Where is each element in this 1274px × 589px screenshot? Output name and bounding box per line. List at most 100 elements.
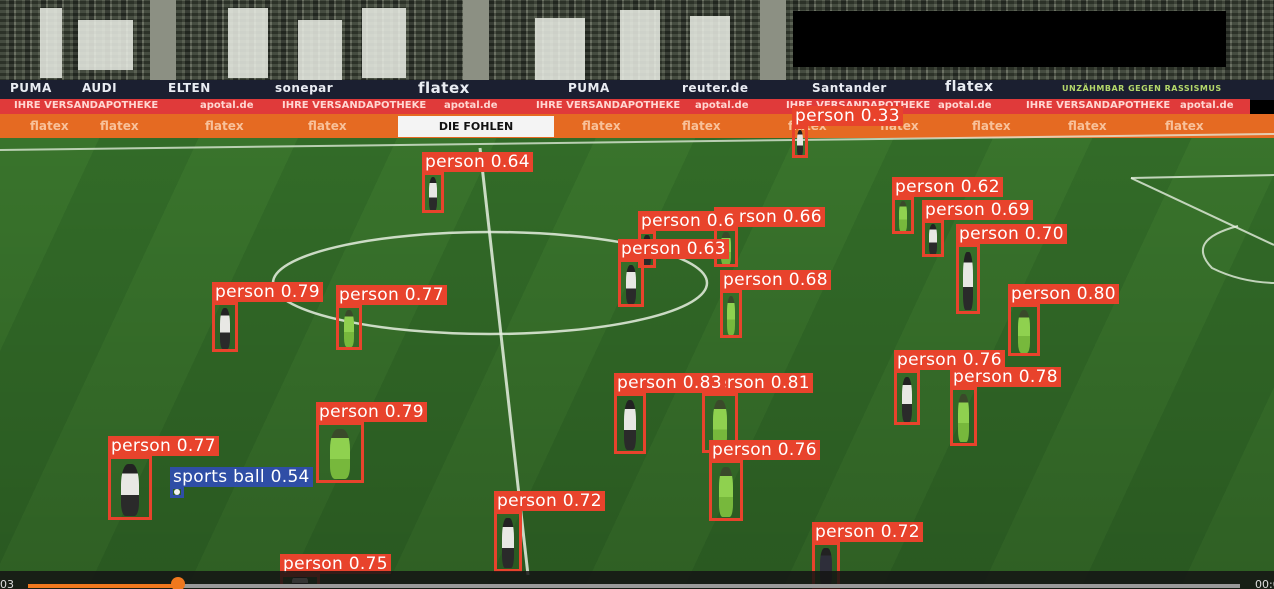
person-detection-label: person 0.72 bbox=[494, 491, 605, 511]
player-figure bbox=[796, 129, 804, 157]
player-figure bbox=[712, 400, 728, 450]
seat-lettering bbox=[78, 20, 133, 70]
pitch-shading bbox=[0, 138, 1274, 589]
ad-board-orange bbox=[0, 114, 1274, 138]
ad-text: flatex bbox=[1068, 119, 1107, 133]
ad-text: apotal.de bbox=[938, 100, 992, 111]
person-bounding-box bbox=[316, 422, 364, 483]
seat-lettering bbox=[228, 8, 268, 78]
touchline bbox=[0, 133, 1274, 151]
ad-text: flatex bbox=[418, 79, 470, 97]
person-detection-label: person 0.72 bbox=[812, 522, 923, 542]
person-detection-label: person 0.81 bbox=[702, 373, 813, 393]
player-figure bbox=[219, 308, 231, 349]
person-detection-label: person 0.77 bbox=[336, 285, 447, 305]
player-figure bbox=[958, 394, 969, 443]
ad-text: PUMA bbox=[568, 81, 610, 95]
ad-text: apotal.de bbox=[1180, 100, 1234, 111]
player-figure bbox=[963, 252, 973, 310]
stand-aisle bbox=[150, 0, 176, 82]
ad-board-upper bbox=[0, 80, 1274, 100]
person-bounding-box bbox=[614, 393, 646, 454]
person-detection-label: person 0.63 bbox=[618, 239, 729, 259]
ad-text: flatex bbox=[30, 119, 69, 133]
pitch bbox=[0, 138, 1274, 589]
ad-text: flatex bbox=[100, 119, 139, 133]
ad-text: flatex bbox=[945, 79, 994, 95]
progress-bar[interactable] bbox=[28, 584, 1240, 588]
penalty-arc bbox=[1201, 225, 1274, 284]
ad-text: sonepar bbox=[275, 81, 334, 95]
person-bounding-box bbox=[894, 370, 920, 425]
person-bounding-box bbox=[922, 220, 944, 257]
person-detection-label: person 0.79 bbox=[316, 402, 427, 422]
person-bounding-box bbox=[720, 290, 742, 338]
person-detection-label: person 0.76 bbox=[709, 440, 820, 460]
player-figure bbox=[623, 400, 637, 451]
ad-text: UNZÄHMBAR GEGEN RASSISMUS bbox=[1062, 84, 1222, 93]
ad-text: Santander bbox=[812, 81, 887, 95]
player-figure bbox=[928, 224, 938, 255]
player-figure bbox=[428, 176, 438, 211]
person-bounding-box bbox=[892, 197, 914, 234]
player-figure bbox=[1017, 310, 1031, 353]
ad-text: apotal.de bbox=[200, 100, 254, 111]
progress-scrubber[interactable] bbox=[171, 577, 185, 589]
ad-text: IHRE VERSANDAPOTHEKE bbox=[282, 100, 427, 111]
person-detection-label: person 0.75 bbox=[280, 554, 391, 574]
ball-detection-label: sports ball 0.54 bbox=[170, 467, 313, 487]
person-detection-label: person 0.83 bbox=[614, 373, 725, 393]
ad-text: AUDI bbox=[82, 81, 118, 95]
person-bounding-box bbox=[494, 511, 522, 572]
person-bounding-box bbox=[422, 172, 444, 213]
ad-text: flatex bbox=[308, 119, 347, 133]
player-figure bbox=[719, 467, 733, 518]
player-figure bbox=[330, 429, 350, 480]
penalty-area-line bbox=[1130, 177, 1274, 246]
ad-text: IHRE VERSANDAPOTHEKE bbox=[786, 100, 930, 111]
person-detection-label: person 0.76 bbox=[894, 350, 1005, 370]
person-detection-label: person 0.64 bbox=[422, 152, 533, 172]
seat-lettering bbox=[690, 16, 730, 86]
person-bounding-box bbox=[336, 305, 362, 350]
person-detection-label: person 0.33 bbox=[792, 106, 903, 126]
player-figure bbox=[820, 547, 832, 587]
person-bounding-box bbox=[709, 460, 743, 521]
player-figure bbox=[901, 376, 913, 422]
person-detection-label: person 0.78 bbox=[950, 367, 1061, 387]
ad-text: flatex bbox=[1165, 119, 1204, 133]
person-bounding-box bbox=[1008, 304, 1040, 356]
ad-text: flatex bbox=[205, 119, 244, 133]
player-figure bbox=[898, 201, 908, 232]
player-figure bbox=[121, 463, 139, 517]
ad-text: apotal.de bbox=[695, 100, 749, 111]
penalty-area-line bbox=[1130, 174, 1274, 179]
ad-text: flatex bbox=[972, 119, 1011, 133]
sports-ball bbox=[174, 489, 180, 495]
current-time: 03 bbox=[0, 578, 14, 589]
person-detection-label: person 0.62 bbox=[892, 177, 1003, 197]
total-time: 00:0 bbox=[1255, 578, 1274, 589]
person-detection-label: person 0.79 bbox=[212, 282, 323, 302]
player-figure bbox=[343, 310, 355, 348]
seat-lettering bbox=[298, 20, 342, 90]
ad-text: apotal.de bbox=[444, 100, 498, 111]
person-detection-label: person 0.68 bbox=[720, 270, 831, 290]
ad-text: flatex bbox=[582, 119, 621, 133]
ad-text: IHRE VERSANDAPOTHEKE bbox=[14, 100, 159, 111]
ball-bounding-box bbox=[170, 486, 184, 498]
stand-aisle bbox=[463, 0, 489, 82]
person-detection-label: person 0.80 bbox=[1008, 284, 1119, 304]
person-detection-label: person 0.77 bbox=[108, 436, 219, 456]
ad-text: PUMA bbox=[10, 81, 52, 95]
center-ad-board: DIE FOHLEN bbox=[398, 116, 554, 137]
seat-lettering bbox=[620, 10, 660, 80]
person-bounding-box bbox=[956, 244, 980, 314]
person-bounding-box bbox=[212, 302, 238, 352]
seat-lettering bbox=[40, 8, 62, 78]
ad-text: IHRE VERSANDAPOTHEKE bbox=[536, 100, 681, 111]
player-figure bbox=[625, 264, 637, 305]
person-detection-label: person 0.66 bbox=[714, 207, 825, 227]
player-figure bbox=[502, 518, 514, 569]
